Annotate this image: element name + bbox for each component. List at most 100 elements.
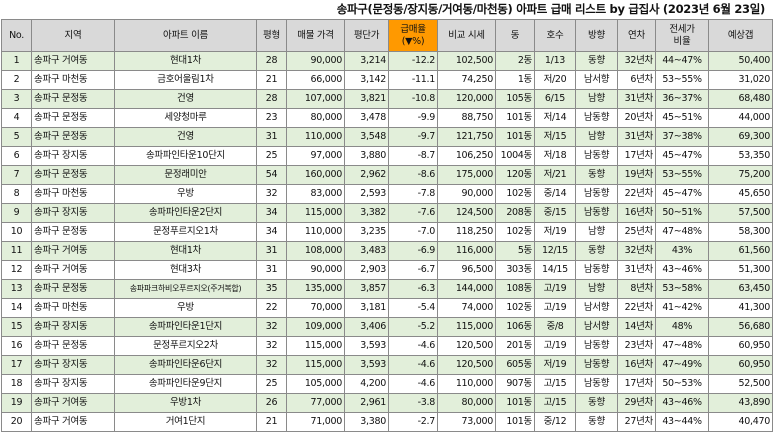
cell-direction: 남동향 [575, 203, 618, 223]
header-per-pyeong: 평단가 [344, 19, 389, 52]
cell-pyeong: 21 [256, 70, 287, 90]
table-row: 5 송파구 문정동 건영 31 110,000 3,548 -9.7 121,750 101동 저… [1, 127, 773, 147]
cell-price: 115,000 [286, 336, 345, 356]
table-row: 9 송파구 장지동 송파파인타운2단지 34 115,000 3,382 -7.6 124,5… [1, 203, 773, 223]
header-row: No. 지역 아파트 이름 평형 매물 가격 평단가 급매율 (▼%) 비교 시세… [1, 19, 773, 52]
cell-per-pyeong: 2,961 [344, 393, 389, 413]
cell-per-pyeong: 3,181 [344, 298, 389, 318]
table-row: 20 송파구 거여동 거여1단지 21 71,000 3,380 -2.7 73,000 101… [1, 412, 773, 432]
cell-region: 송파구 장지동 [31, 355, 115, 375]
cell-per-pyeong: 3,382 [344, 203, 389, 223]
cell-pyeong: 35 [256, 279, 287, 299]
cell-dong: 5동 [495, 241, 535, 261]
cell-dong: 106동 [495, 317, 535, 337]
cell-ho: 저/15 [534, 127, 576, 147]
cell-year: 22년차 [617, 184, 656, 204]
cell-direction: 남서향 [575, 70, 618, 90]
cell-per-pyeong: 2,903 [344, 260, 389, 280]
header-jeonse-line2: 비율 [673, 35, 691, 47]
table-row: 16 송파구 문정동 문정푸르지오2차 32 115,000 3,593 -4.6 120,5… [1, 336, 773, 356]
cell-no: 8 [1, 184, 32, 204]
cell-compare: 74,000 [437, 298, 496, 318]
cell-no: 14 [1, 298, 32, 318]
cell-compare: 175,000 [437, 165, 496, 185]
header-dong: 동 [495, 19, 535, 52]
cell-year: 16년차 [617, 203, 656, 223]
table-row: 18 송파구 장지동 송파파인타운9단지 25 105,000 4,200 -4.6 110,… [1, 374, 773, 394]
cell-year: 17년차 [617, 146, 656, 166]
cell-apt: 우방 [114, 298, 257, 318]
cell-dong: 208동 [495, 203, 535, 223]
cell-ho: 6/15 [534, 89, 576, 109]
cell-cost: 53,350 [708, 146, 773, 166]
cell-direction: 남동향 [575, 184, 618, 204]
cell-dong: 101동 [495, 127, 535, 147]
table-row: 15 송파구 장지동 송파파인타운1단지 32 109,000 3,406 -5.2 115,… [1, 317, 773, 337]
cell-price: 110,000 [286, 222, 345, 242]
cell-pyeong: 25 [256, 146, 287, 166]
cell-cost: 41,300 [708, 298, 773, 318]
cell-region: 송파구 문정동 [31, 165, 115, 185]
cell-year: 29년차 [617, 393, 656, 413]
cell-discount: -4.6 [388, 374, 438, 394]
cell-jeonse: 45~47% [655, 146, 709, 166]
listing-table: No. 지역 아파트 이름 평형 매물 가격 평단가 급매율 (▼%) 비교 시세… [1, 19, 773, 432]
cell-direction: 남동향 [575, 355, 618, 375]
cell-compare: 124,500 [437, 203, 496, 223]
table-row: 1 송파구 거여동 현대1차 28 90,000 3,214 -12.2 102,500 2동 1… [1, 51, 773, 71]
cell-jeonse: 43~46% [655, 260, 709, 280]
cell-direction: 남서향 [575, 317, 618, 337]
cell-discount: -11.1 [388, 70, 438, 90]
cell-direction: 동향 [575, 51, 618, 71]
cell-price: 110,000 [286, 127, 345, 147]
table-row: 2 송파구 마천동 금호어울림1차 21 66,000 3,142 -11.1 74,250 1… [1, 70, 773, 90]
cell-dong: 102동 [495, 298, 535, 318]
cell-compare: 102,500 [437, 51, 496, 71]
cell-region: 송파구 마천동 [31, 298, 115, 318]
cell-region: 송파구 거여동 [31, 260, 115, 280]
cell-pyeong: 32 [256, 184, 287, 204]
cell-price: 105,000 [286, 374, 345, 394]
header-discount-line1: 급매율 [400, 23, 426, 35]
cell-ho: 저/19 [534, 222, 576, 242]
cell-pyeong: 26 [256, 393, 287, 413]
cell-discount: -12.2 [388, 51, 438, 71]
cell-discount: -4.6 [388, 336, 438, 356]
cell-year: 31년차 [617, 260, 656, 280]
cell-ho: 고/15 [534, 374, 576, 394]
table-row: 13 송파구 문정동 송파파크하비오푸르지오(주거복합) 35 135,000 3,857… [1, 279, 773, 299]
cell-cost: 69,300 [708, 127, 773, 147]
cell-compare: 74,250 [437, 70, 496, 90]
cell-year: 20년차 [617, 108, 656, 128]
cell-price: 115,000 [286, 355, 345, 375]
cell-dong: 108동 [495, 279, 535, 299]
cell-no: 4 [1, 108, 32, 128]
cell-year: 17년차 [617, 374, 656, 394]
cell-jeonse: 50~51% [655, 203, 709, 223]
cell-per-pyeong: 3,548 [344, 127, 389, 147]
cell-apt: 세양청마루 [114, 108, 257, 128]
cell-dong: 105동 [495, 89, 535, 109]
table-row: 12 송파구 거여동 현대3차 31 90,000 2,903 -6.7 96,500 303동… [1, 260, 773, 280]
cell-discount: -8.7 [388, 146, 438, 166]
cell-ho: 저/19 [534, 355, 576, 375]
cell-cost: 61,560 [708, 241, 773, 261]
table-row: 10 송파구 문정동 문정푸르지오1차 34 110,000 3,235 -7.0 118,2… [1, 222, 773, 242]
cell-per-pyeong: 3,857 [344, 279, 389, 299]
cell-jeonse: 43~46% [655, 393, 709, 413]
cell-jeonse: 53~55% [655, 70, 709, 90]
table-row: 6 송파구 장지동 송파파인타운10단지 25 97,000 3,880 -8.7 106,2… [1, 146, 773, 166]
cell-cost: 68,480 [708, 89, 773, 109]
cell-per-pyeong: 3,478 [344, 108, 389, 128]
header-discount: 급매율 (▼%) [388, 19, 438, 52]
cell-compare: 96,500 [437, 260, 496, 280]
cell-jeonse: 53~58% [655, 279, 709, 299]
cell-direction: 동향 [575, 393, 618, 413]
cell-no: 7 [1, 165, 32, 185]
cell-per-pyeong: 2,962 [344, 165, 389, 185]
table-row: 8 송파구 마천동 우방 32 83,000 2,593 -7.8 90,000 102동 중/1… [1, 184, 773, 204]
cell-cost: 51,300 [708, 260, 773, 280]
cell-dong: 605동 [495, 355, 535, 375]
cell-apt: 송파파크하비오푸르지오(주거복합) [114, 279, 257, 299]
cell-year: 8년차 [617, 279, 656, 299]
